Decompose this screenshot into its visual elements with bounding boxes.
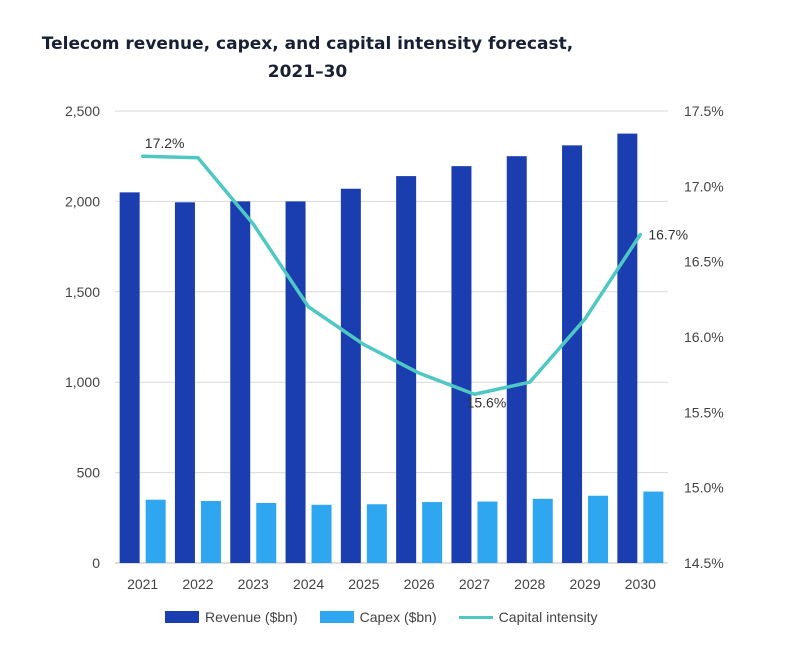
- capital-intensity-data-label: 17.2%: [145, 135, 185, 151]
- axis-ticks: 05001,0001,5002,0002,50014.5%15.0%15.5%1…: [65, 103, 724, 592]
- capital-intensity-data-label: 16.7%: [648, 227, 688, 243]
- gridlines: [115, 110, 668, 564]
- capex-bar: [643, 491, 664, 563]
- x-axis-tick-label: 2025: [348, 576, 379, 592]
- legend-item-capital-intensity[interactable]: Capital intensity: [458, 609, 598, 625]
- legend: Revenue ($bn) Capex ($bn) Capital intens…: [165, 609, 598, 625]
- revenue-bar: [119, 192, 140, 564]
- capex-bar: [311, 504, 332, 563]
- x-axis-tick-label: 2030: [625, 576, 656, 592]
- legend-swatch-capex: [319, 611, 354, 623]
- left-axis-tick-label: 1,000: [65, 374, 100, 390]
- right-axis-tick-label: 15.5%: [684, 404, 724, 420]
- left-axis-tick-label: 500: [77, 465, 101, 481]
- capex-bar: [256, 502, 277, 563]
- right-axis-tick-label: 16.5%: [684, 254, 724, 270]
- x-axis-tick-label: 2021: [127, 576, 158, 592]
- x-axis-tick-label: 2023: [238, 576, 269, 592]
- legend-label-revenue: Revenue ($bn): [205, 609, 298, 625]
- left-axis-tick-label: 1,500: [65, 284, 100, 300]
- capex-bar: [532, 498, 553, 563]
- left-axis-tick-label: 2,500: [65, 103, 100, 119]
- x-axis-tick-label: 2028: [514, 576, 545, 592]
- capital-intensity-line: [140, 154, 643, 397]
- capex-bar: [588, 495, 609, 563]
- revenue-bar: [617, 133, 638, 563]
- chart-title-line-1: Telecom revenue, capex, and capital inte…: [41, 34, 574, 54]
- capex-bar: [200, 500, 221, 563]
- x-axis-tick-label: 2027: [459, 576, 490, 592]
- chart-title-line-2: 2021–30: [267, 62, 348, 82]
- right-axis-tick-label: 14.5%: [684, 555, 724, 571]
- x-axis-tick-label: 2024: [293, 576, 324, 592]
- revenue-bar: [285, 201, 306, 563]
- left-axis-tick-label: 0: [92, 555, 100, 571]
- legend-item-capex[interactable]: Capex ($bn): [319, 609, 437, 625]
- x-axis-tick-label: 2026: [404, 576, 435, 592]
- capex-bar: [477, 501, 498, 563]
- legend-label-capex: Capex ($bn): [359, 609, 437, 625]
- capex-bar: [422, 502, 443, 563]
- right-axis-tick-label: 17.5%: [684, 103, 724, 119]
- revenue-bar: [230, 201, 251, 563]
- right-axis-tick-label: 15.0%: [684, 480, 724, 496]
- left-axis-tick-label: 2,000: [65, 193, 100, 209]
- revenue-bar: [396, 176, 417, 563]
- bar-series: [119, 133, 664, 564]
- revenue-bar: [562, 145, 583, 564]
- line-series: [140, 154, 643, 397]
- revenue-bar: [506, 156, 527, 563]
- legend-label-capital-intensity: Capital intensity: [498, 609, 598, 625]
- legend-swatch-revenue: [165, 611, 199, 623]
- right-axis-tick-label: 17.0%: [684, 178, 724, 194]
- revenue-bar: [174, 202, 195, 563]
- legend-swatch-capital-intensity: [458, 615, 493, 619]
- capital-intensity-data-label: 15.6%: [467, 394, 507, 410]
- capex-bar: [145, 499, 166, 563]
- data-labels: 17.2% 15.6% 16.7%: [145, 135, 688, 410]
- revenue-bar: [340, 188, 361, 563]
- x-axis-tick-label: 2029: [569, 576, 600, 592]
- revenue-bar: [451, 166, 472, 564]
- x-axis-tick-label: 2022: [182, 576, 213, 592]
- capex-bar: [366, 504, 387, 563]
- legend-item-revenue[interactable]: Revenue ($bn): [165, 609, 298, 625]
- right-axis-tick-label: 16.0%: [684, 329, 724, 345]
- chart-title: Telecom revenue, capex, and capital inte…: [0, 30, 615, 86]
